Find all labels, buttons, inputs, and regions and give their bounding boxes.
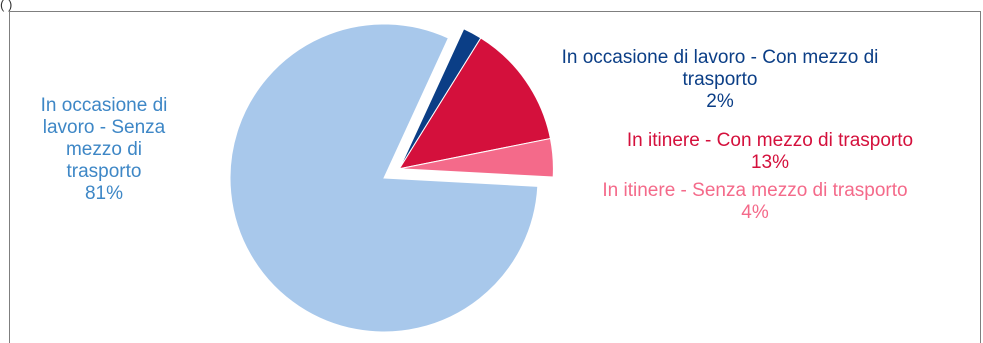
main-slice-senza-mezzo-lavoro [229,23,539,333]
slice-itinere-senza-mezzo [399,137,554,178]
slice-itinere-con-mezzo [398,37,552,170]
label-itinere-con-mezzo: In itinere - Con mezzo di trasporto 13% [575,130,965,174]
slice-category-label: In occasione di lavoro - Con mezzo di tra… [561,47,879,90]
slice-value-label: 4% [741,202,769,223]
slice-value-label: 2% [706,91,734,112]
slice-category-label: In occasione di lavoro - Senza mezzo di tra… [40,95,168,182]
slice-category-label: In itinere - Senza mezzo di trasporto [602,180,908,201]
label-senza-mezzo-lavoro: In occasione di lavoro - Senza mezzo di tra… [8,95,200,205]
label-itinere-senza-mezzo: In itinere - Senza mezzo di trasporto 4% [555,180,955,224]
label-con-mezzo-lavoro: In occasione di lavoro - Con mezzo di tra… [505,47,935,113]
slice-value-label: 13% [750,152,790,173]
slice-value-label: 81% [84,183,124,204]
header-fragment: ( ) [0,0,13,12]
slice-category-label: In itinere - Con mezzo di trasporto [626,130,914,151]
